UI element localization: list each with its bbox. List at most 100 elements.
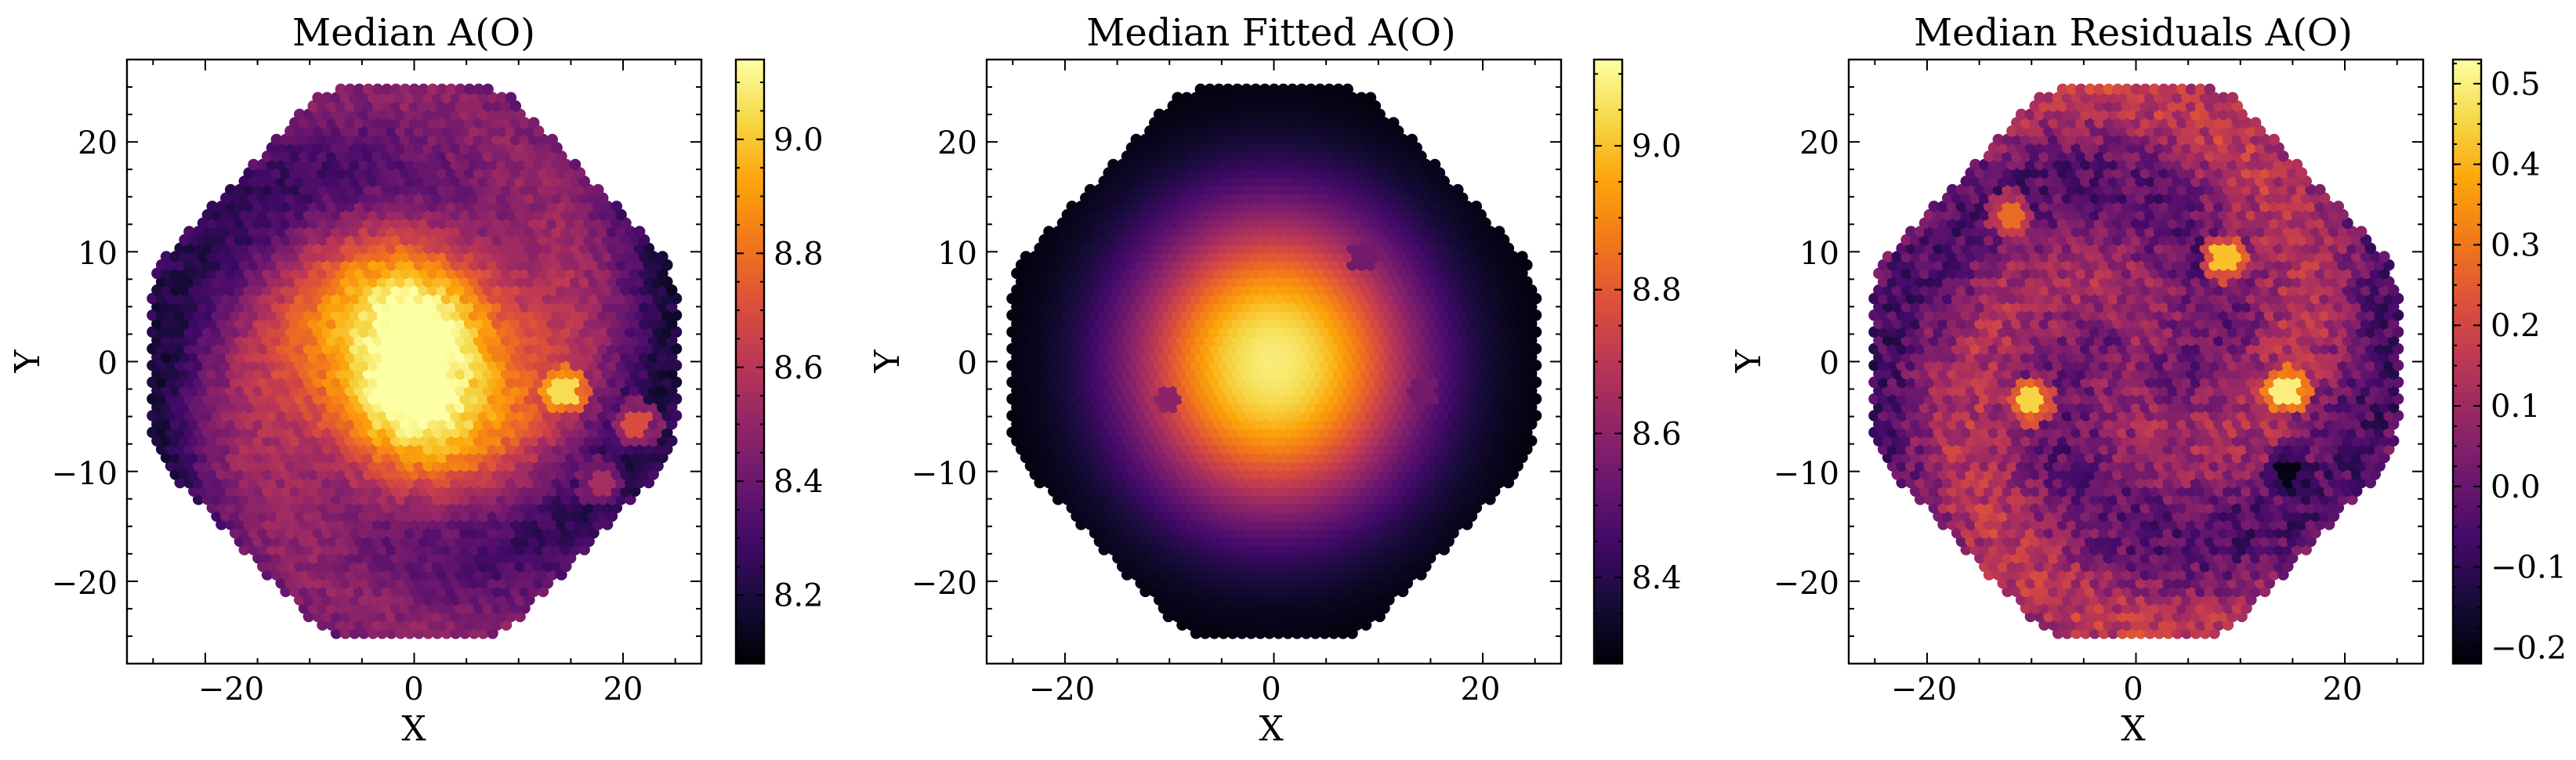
- hex-cell: [440, 510, 453, 522]
- hex-cell: [426, 418, 439, 430]
- hex-cell: [197, 451, 209, 464]
- hex-cell: [477, 460, 489, 472]
- hex-cell: [487, 494, 498, 505]
- hex-cell: [519, 469, 531, 480]
- hex-cell: [252, 418, 264, 430]
- hex-cell: [394, 426, 407, 439]
- hex-cell: [248, 510, 259, 522]
- hex-cell: [408, 552, 421, 564]
- hex-cell: [574, 418, 586, 430]
- hex-cell: [147, 426, 158, 439]
- hex-cell: [275, 527, 287, 539]
- hex-cell: [183, 476, 195, 489]
- hex-cell: [477, 426, 489, 439]
- hex-cell: [431, 544, 444, 556]
- hex-cell: [578, 376, 590, 389]
- hex-cell: [280, 552, 292, 564]
- hex-cell: [514, 443, 526, 455]
- hex-cell: [238, 460, 251, 472]
- hex-cell: [418, 535, 429, 548]
- hex-cell: [519, 485, 531, 497]
- hex-cell: [468, 560, 480, 573]
- hex-cell: [440, 594, 453, 606]
- hex-cell: [578, 393, 590, 405]
- hex-cell: [459, 577, 471, 589]
- hex-cell: [358, 628, 370, 639]
- hex-cell: [445, 385, 457, 396]
- hex-cell: [583, 485, 595, 497]
- hex-cell: [298, 451, 310, 464]
- hex-cell: [386, 544, 397, 556]
- hex-cell: [487, 376, 498, 389]
- hex-cell: [588, 393, 600, 405]
- hex-cell: [606, 510, 618, 522]
- hex-cell: [339, 393, 352, 405]
- hex-cell: [556, 519, 567, 530]
- hex-cell: [317, 367, 328, 380]
- hex-cell: [280, 435, 292, 447]
- hex-cell: [367, 460, 379, 472]
- panel-1-xlabel: X: [401, 709, 426, 749]
- hex-cell: [252, 401, 264, 414]
- hex-cell: [413, 628, 425, 639]
- hex-cell: [234, 519, 246, 530]
- hex-cell: [344, 401, 356, 414]
- hex-cell: [491, 585, 503, 598]
- hex-cell: [633, 226, 646, 237]
- hex-cell: [394, 594, 407, 606]
- hex-cell: [270, 501, 283, 514]
- hex-cell: [519, 569, 531, 581]
- hex-cell: [426, 401, 439, 414]
- hex-cell: [362, 519, 375, 530]
- hex-cell: [381, 401, 393, 414]
- hex-cell: [527, 535, 540, 548]
- hex-cell: [431, 443, 444, 455]
- hex-cell: [367, 393, 379, 405]
- hex-cell: [537, 519, 549, 530]
- hex-cell: [201, 494, 214, 505]
- hex-cell: [418, 501, 429, 514]
- hex-cell: [495, 443, 508, 455]
- hex-cell: [445, 367, 457, 380]
- hex-cell: [155, 426, 168, 439]
- hex-cell: [625, 410, 636, 422]
- hex-cell: [532, 577, 545, 589]
- hex-cell: [169, 451, 182, 464]
- hex-cell: [482, 385, 494, 396]
- hex-cell: [298, 569, 310, 581]
- hex-cell: [266, 560, 278, 573]
- hex-cell: [376, 527, 388, 539]
- hex-cell: [358, 594, 370, 606]
- hex-cell: [601, 469, 614, 480]
- hex-cell: [353, 569, 365, 581]
- hex-cell: [455, 401, 466, 414]
- hex-cell: [422, 610, 434, 623]
- hex-cell: [500, 535, 513, 548]
- hex-cell: [473, 501, 485, 514]
- hex-cell: [229, 426, 241, 439]
- hex-cell: [248, 544, 259, 556]
- hex-cell: [155, 360, 168, 371]
- hex-cell: [487, 527, 498, 539]
- hex-cell: [229, 460, 241, 472]
- hex-cell: [404, 510, 416, 522]
- hex-cell: [298, 367, 310, 380]
- hex-cell: [339, 628, 352, 639]
- hex-cell: [569, 494, 582, 505]
- hex-cell: [625, 494, 636, 505]
- hex-cell: [537, 435, 549, 447]
- hex-cell: [505, 476, 517, 489]
- hex-cell: [381, 501, 393, 514]
- hex-cell: [431, 426, 444, 439]
- hex-cell: [243, 469, 255, 480]
- hex-cell: [601, 485, 614, 497]
- hex-cell: [270, 552, 283, 564]
- hex-cell: [556, 552, 567, 564]
- hex-cell: [371, 569, 384, 581]
- hex-cell: [500, 418, 513, 430]
- hex-cell: [578, 527, 590, 539]
- hex-cell: [413, 494, 425, 505]
- hex-cell: [588, 443, 600, 455]
- hex-cell: [505, 460, 517, 472]
- hex-cell: [394, 610, 407, 623]
